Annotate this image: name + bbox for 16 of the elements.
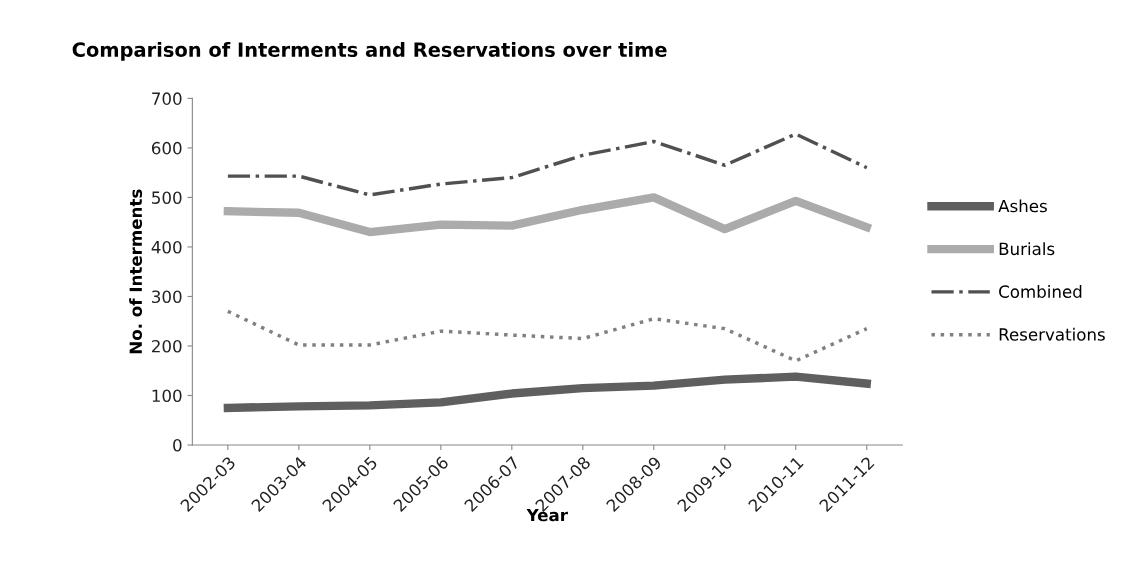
legend-label: Combined [999, 285, 1082, 298]
y-tick-label: 600 [151, 141, 182, 155]
y-tick-label: 700 [152, 92, 182, 105]
legend-label: Reservations [999, 327, 1105, 341]
line-series [226, 309, 869, 363]
y-tick-label: 200 [152, 339, 182, 353]
y-tick-label: 300 [152, 290, 182, 304]
line-series [226, 132, 869, 197]
y-tick-label: 500 [152, 191, 182, 204]
y-tick-label: 0 [173, 438, 182, 452]
y-tick-label: 400 [151, 240, 182, 254]
legend-label: Burials [999, 242, 1055, 256]
y-axis-title: No. of Interments [129, 189, 143, 354]
legend-label: Ashes [998, 199, 1047, 213]
chart-title: Comparison of Interments and Reservations over time [72, 41, 667, 61]
y-tick-label: 100 [152, 389, 182, 403]
